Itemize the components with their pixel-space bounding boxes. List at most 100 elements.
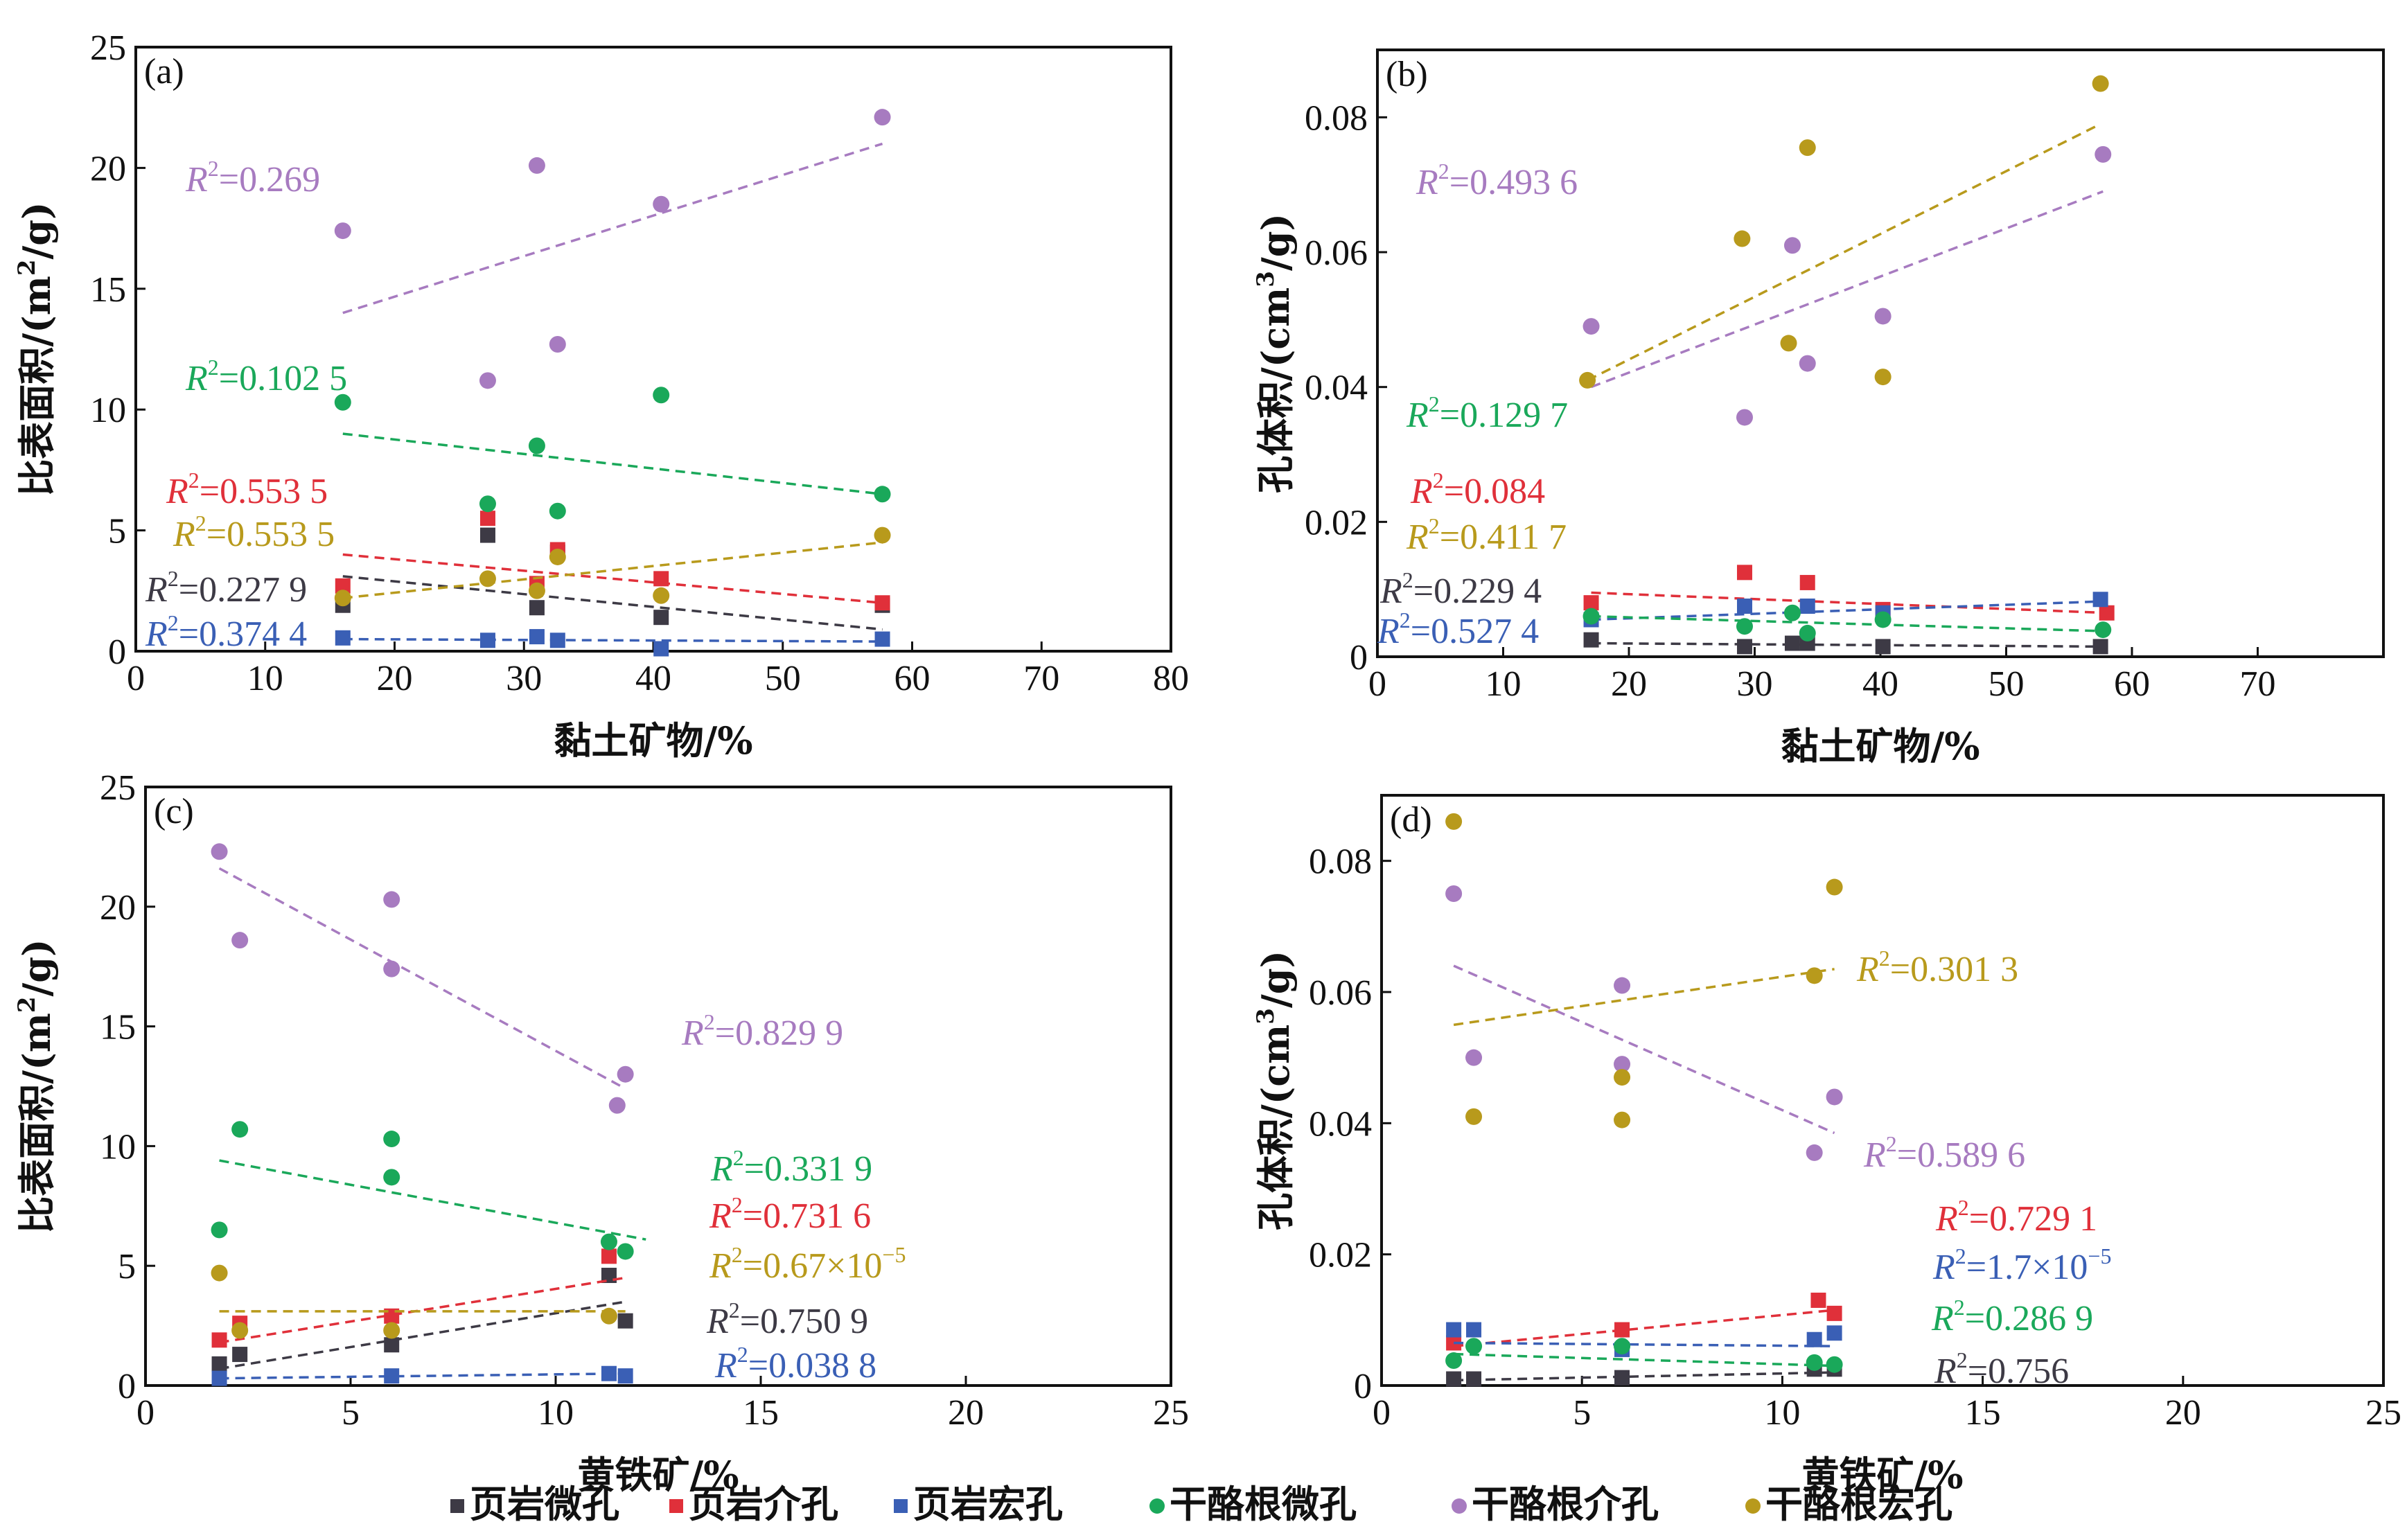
legend: 页岩微孔 页岩介孔 页岩宏孔 干酪根微孔 干酪根介孔 干酪根宏孔 xyxy=(450,1482,1952,1526)
data-point xyxy=(1799,599,1815,614)
r-squared-label: R2=0.301 3 xyxy=(1856,946,2018,989)
data-point xyxy=(2095,621,2112,639)
trend-line xyxy=(1454,1352,1835,1368)
data-point xyxy=(1874,611,1892,628)
r-squared-label: R2=0.731 6 xyxy=(709,1192,871,1236)
y-tick-label: 15 xyxy=(90,270,126,310)
r-squared-label: R2=0.553 5 xyxy=(173,511,335,554)
data-point xyxy=(2092,592,2108,608)
data-point xyxy=(1783,237,1801,254)
data-point xyxy=(1614,1338,1631,1355)
data-point xyxy=(231,1121,249,1138)
x-tick-label: 10 xyxy=(247,659,283,698)
r-squared-label: R2=0.750 9 xyxy=(706,1298,868,1341)
r-squared-label: R2=0.331 9 xyxy=(710,1145,872,1189)
trend-line xyxy=(1590,190,2104,389)
data-point xyxy=(1614,1322,1630,1338)
panel-label: (d) xyxy=(1390,800,1432,840)
trend-line xyxy=(342,142,883,315)
legend-label: 干酪根介孔 xyxy=(1472,1482,1659,1526)
panel-label: (c) xyxy=(154,792,194,831)
x-tick-label: 30 xyxy=(1737,664,1773,704)
data-point xyxy=(1799,624,1816,641)
series-6: R2=0.411 7 xyxy=(1406,75,2109,557)
trend-line xyxy=(1587,123,2101,382)
x-tick-label: 10 xyxy=(1764,1393,1800,1433)
series-5: R2=0.269 xyxy=(185,109,891,389)
data-point xyxy=(1446,1371,1462,1387)
data-point xyxy=(1875,639,1891,655)
series-4: R2=0.286 9 xyxy=(1445,1295,2093,1373)
x-axis-label: 黄铁矿/% xyxy=(1801,1453,1963,1497)
data-point xyxy=(549,336,566,353)
x-tick-label: 20 xyxy=(948,1393,984,1433)
trend-line xyxy=(1454,1341,1835,1347)
r-squared-label: R2=0.589 6 xyxy=(1863,1131,2025,1175)
data-point xyxy=(383,1169,400,1186)
data-point xyxy=(211,1370,227,1386)
r-squared-label: R2=0.129 7 xyxy=(1406,391,1568,435)
y-axis-label-sup: 2 xyxy=(13,996,41,1013)
legend-item-4: 干酪根微孔 xyxy=(1149,1482,1357,1526)
r-squared-label: R2=0.229 4 xyxy=(1379,567,1542,611)
y-tick-label: 25 xyxy=(100,768,136,808)
data-point xyxy=(211,843,228,860)
data-point xyxy=(874,631,890,647)
panel-label: (b) xyxy=(1386,55,1428,94)
y-tick-label: 0 xyxy=(108,632,126,672)
y-axis-label: 孔体积/(cm3/g) xyxy=(1252,213,1298,493)
x-tick-label: 15 xyxy=(1965,1393,2001,1433)
data-point xyxy=(211,1221,228,1239)
r-squared-label: R2=0.527 4 xyxy=(1377,608,1539,651)
x-axis-label: 黏土矿物/% xyxy=(1781,724,1980,768)
legend-marker xyxy=(1745,1498,1761,1514)
data-point xyxy=(1445,885,1463,902)
y-tick-label: 0.08 xyxy=(1305,98,1368,138)
legend-item-2: 页岩介孔 xyxy=(669,1482,838,1526)
data-point xyxy=(1799,355,1816,372)
data-point xyxy=(1874,308,1892,325)
x-axis-label: 黏土矿物/% xyxy=(554,718,752,763)
data-point xyxy=(1465,1108,1483,1125)
data-point xyxy=(1465,1049,1483,1066)
x-tick-label: 30 xyxy=(506,659,542,698)
r-squared-label: R2=0.374 4 xyxy=(145,610,307,654)
y-axis-label-sup: 3 xyxy=(1252,271,1280,287)
x-tick-label: 20 xyxy=(1611,664,1647,704)
x-tick-label: 20 xyxy=(377,659,413,698)
y-axis-label-main: 比表面积/(m xyxy=(15,1013,59,1233)
data-point xyxy=(1583,595,1599,611)
y-tick-label: 15 xyxy=(100,1008,136,1047)
data-point xyxy=(529,600,545,616)
r-squared-label: R2=0.227 9 xyxy=(145,566,307,610)
y-axis-label-tail: /g) xyxy=(15,939,59,996)
series-4: R2=0.331 9 xyxy=(211,1121,872,1260)
data-point xyxy=(479,372,496,389)
data-point xyxy=(383,891,400,908)
legend-marker xyxy=(894,1499,908,1513)
data-point xyxy=(1614,1370,1630,1386)
data-point xyxy=(528,157,545,174)
legend-marker xyxy=(450,1499,464,1513)
r-squared-label: R2=0.084 xyxy=(1410,468,1545,511)
data-point xyxy=(334,222,351,240)
y-axis-label-main: 孔体积/(cm xyxy=(1253,287,1298,493)
r-squared-label: R2=0.038 8 xyxy=(714,1342,876,1386)
data-point xyxy=(211,1264,228,1282)
legend-item-3: 页岩宏孔 xyxy=(894,1482,1063,1526)
trend-line xyxy=(1453,964,1835,1135)
series-6: R2=0.67×10−5 xyxy=(211,1242,906,1339)
panel-label: (a) xyxy=(144,52,184,91)
series-5: R2=0.829 9 xyxy=(211,843,843,1114)
data-point xyxy=(1736,599,1752,614)
data-point xyxy=(1780,335,1797,352)
trend-line xyxy=(342,432,883,496)
data-point xyxy=(1614,1056,1631,1073)
y-axis-label-main: 孔体积/(cm xyxy=(1253,1025,1298,1230)
plot-frame xyxy=(1376,48,2385,658)
data-point xyxy=(1466,1371,1482,1387)
chart-panel-3: 0 5 10 15 20 25 0 5 10 15 20 25 (c) 黄铁矿/% 比表面积/(m2/g) R… xyxy=(13,768,1189,1497)
y-tick-label: 10 xyxy=(90,391,126,430)
trend-line xyxy=(1591,600,2101,621)
legend-marker xyxy=(669,1499,683,1513)
